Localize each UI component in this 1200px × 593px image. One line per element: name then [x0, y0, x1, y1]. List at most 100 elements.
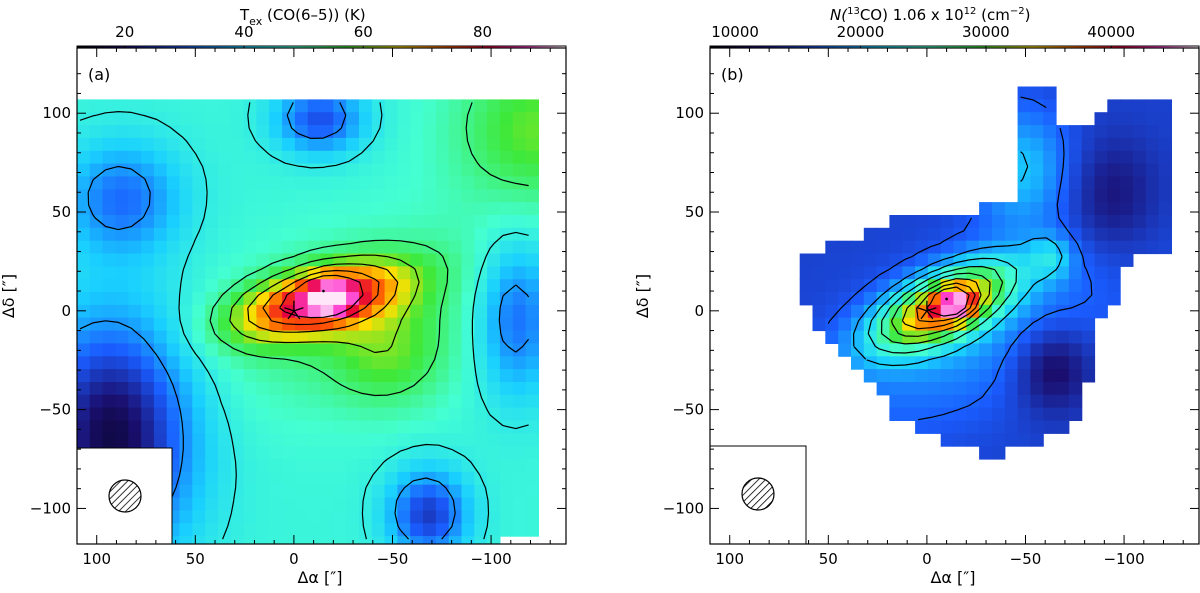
heat-cell — [1132, 176, 1147, 190]
heat-cell — [889, 356, 903, 370]
heat-cell — [812, 317, 826, 332]
heat-cell — [825, 279, 839, 293]
heat-cell — [230, 99, 245, 113]
heat-cell — [448, 150, 463, 165]
heat-cell — [979, 227, 993, 242]
heat-cell — [525, 215, 539, 229]
heat-cell — [333, 292, 347, 306]
heat-cell — [166, 240, 181, 255]
heat-cell — [1158, 125, 1172, 139]
heat-cell — [294, 125, 309, 139]
heat-cell — [371, 99, 386, 113]
heat-cell — [1132, 202, 1147, 216]
heat-cell — [487, 471, 501, 486]
heat-cell — [410, 382, 424, 396]
heat-cell — [128, 202, 142, 216]
heat-cell — [525, 112, 539, 126]
heat-cell — [512, 137, 527, 152]
heat-cell — [512, 407, 527, 421]
heat-cell — [230, 112, 245, 126]
heat-cell — [915, 266, 929, 280]
colorbar-tick-label: 40000 — [1087, 23, 1135, 41]
heat-cell — [141, 125, 155, 139]
heat-cell — [461, 382, 475, 396]
heat-cell — [435, 394, 450, 409]
heat-cell — [915, 227, 929, 242]
heat-cell — [346, 189, 360, 203]
heat-cell — [1017, 356, 1031, 370]
heat-cell — [499, 112, 514, 126]
heat-cell — [128, 137, 142, 152]
heat-cell — [192, 304, 206, 319]
heat-cell — [1120, 202, 1134, 216]
heat-cell — [320, 240, 334, 255]
heat-cell — [218, 317, 232, 332]
heat-cell — [825, 317, 839, 332]
heat-cell — [979, 317, 993, 332]
heat-cell — [243, 317, 257, 332]
heat-cell — [256, 446, 270, 460]
heat-cell — [1043, 137, 1057, 152]
heat-cell — [474, 420, 488, 434]
heat-cell — [979, 382, 993, 396]
heat-cell — [1030, 150, 1044, 165]
heat-cell — [889, 382, 903, 396]
heat-cell — [333, 407, 347, 421]
heat-cell — [294, 510, 309, 524]
heat-cell — [230, 330, 245, 344]
heat-cell — [269, 125, 283, 139]
heat-cell — [243, 459, 257, 473]
heat-cell — [307, 510, 322, 524]
heat-cell — [102, 356, 116, 370]
heat-cell — [205, 510, 219, 524]
heat-cell — [218, 356, 232, 370]
heat-cell — [461, 202, 475, 216]
heat-cell — [230, 356, 245, 370]
heat-cell — [320, 536, 334, 544]
heat-cell — [166, 382, 181, 396]
heat-cell — [371, 292, 386, 306]
heat-cell — [294, 99, 309, 113]
heat-cell — [218, 266, 232, 280]
heat-cell — [499, 240, 514, 255]
heat-cell — [499, 394, 514, 409]
heat-cell — [1094, 189, 1108, 203]
heat-cell — [243, 99, 257, 113]
heat-cell — [1043, 125, 1057, 139]
heat-cell — [128, 112, 142, 126]
heat-cell — [384, 253, 398, 267]
heat-cell — [205, 536, 219, 544]
heat-cell — [166, 407, 181, 421]
heat-cell — [218, 536, 232, 544]
heat-cell — [141, 176, 155, 190]
heat-cell — [1017, 407, 1031, 421]
heat-cell — [448, 137, 463, 152]
heat-cell — [205, 433, 219, 447]
heat-cell — [102, 369, 116, 383]
heat-cell — [128, 125, 142, 139]
heat-cell — [838, 266, 852, 280]
heat-cell — [1017, 176, 1031, 190]
heat-cell — [1004, 394, 1019, 409]
heat-cell — [243, 150, 257, 165]
heat-cell — [141, 330, 155, 344]
heat-cell — [1145, 150, 1160, 165]
heat-cell — [307, 240, 322, 255]
heat-cell — [128, 304, 142, 319]
heat-cell — [192, 484, 206, 499]
heat-cell — [499, 176, 514, 190]
heat-cell — [1107, 99, 1121, 113]
heat-cell — [153, 356, 168, 370]
heat-cell — [333, 150, 347, 165]
heat-cell — [423, 536, 437, 544]
heat-cell — [320, 253, 334, 267]
heat-cell — [397, 497, 411, 511]
heat-cell — [525, 266, 539, 280]
heat-cell — [902, 240, 916, 255]
heat-cell — [461, 356, 475, 370]
heat-cell — [1094, 227, 1108, 242]
heat-cell — [435, 176, 450, 190]
heat-cell — [1030, 266, 1044, 280]
heat-cell — [153, 343, 168, 357]
heat-cell — [384, 330, 398, 344]
